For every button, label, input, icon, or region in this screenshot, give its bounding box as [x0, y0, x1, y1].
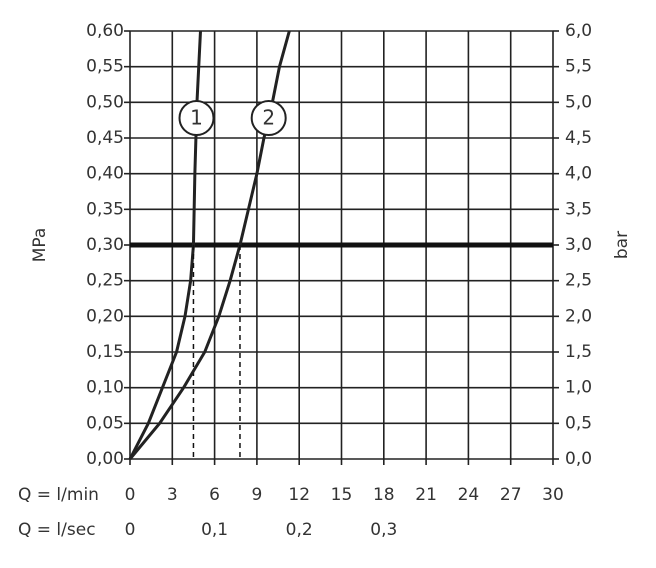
y2-axis-label: bar — [612, 231, 632, 259]
y-tick-label: 0,55 — [86, 57, 124, 77]
y-tick-label: 0,50 — [86, 92, 124, 112]
y2-tick-label: 4,5 — [565, 128, 592, 148]
y-tick-label: 0,35 — [86, 199, 124, 219]
x2-tick-label: 0,3 — [370, 520, 397, 540]
x2-tick-label: 0,2 — [286, 520, 313, 540]
x-axis-label: Q = l/min — [18, 485, 99, 505]
series-label-circle — [178, 100, 215, 136]
x2-axis-label: Q = l/sec — [18, 520, 96, 540]
y-tick-label: 0,10 — [86, 378, 124, 398]
y-tick-label: 0,15 — [86, 342, 124, 362]
x-tick-label: 12 — [288, 485, 310, 505]
y2-tick-label: 6,0 — [565, 21, 592, 41]
y2-tick-label: 5,0 — [565, 92, 592, 112]
y-tick-label: 0,45 — [86, 128, 124, 148]
x-tick-label: 24 — [458, 485, 480, 505]
y2-tick-label: 2,0 — [565, 306, 592, 326]
y2-tick-label: 2,5 — [565, 271, 592, 291]
x-tick-label: 15 — [331, 485, 353, 505]
y-tick-label: 0,60 — [86, 21, 124, 41]
y2-tick-label: 3,5 — [565, 199, 592, 219]
y-tick-label: 0,20 — [86, 306, 124, 326]
x-tick-label: 6 — [209, 485, 220, 505]
x2-tick-label: 0 — [125, 520, 136, 540]
y2-tick-label: 5,5 — [565, 57, 592, 77]
y2-tick-label: 4,0 — [565, 164, 592, 184]
y2-tick-label: 0,0 — [565, 449, 592, 469]
x-tick-label: 30 — [542, 485, 564, 505]
series-label: 1 — [190, 106, 203, 130]
series-label: 2 — [262, 106, 275, 130]
y-tick-label: 0,25 — [86, 271, 124, 291]
y2-tick-label: 0,5 — [565, 413, 592, 433]
series-label-circle — [250, 100, 287, 136]
series-line — [128, 30, 202, 460]
x-tick-label: 21 — [415, 485, 437, 505]
y-axis-label: MPa — [30, 228, 50, 263]
y-tick-label: 0,30 — [86, 235, 124, 255]
y-tick-label: 0,40 — [86, 164, 124, 184]
y2-tick-label: 1,5 — [565, 342, 592, 362]
x-tick-label: 27 — [500, 485, 522, 505]
x-tick-label: 9 — [251, 485, 262, 505]
x-tick-label: 18 — [373, 485, 395, 505]
y-tick-label: 0,05 — [86, 413, 124, 433]
x-tick-label: 0 — [125, 485, 136, 505]
y-tick-label: 0,00 — [86, 449, 124, 469]
y2-tick-label: 1,0 — [565, 378, 592, 398]
y2-tick-label: 3,0 — [565, 235, 592, 255]
x-tick-label: 3 — [167, 485, 178, 505]
x2-tick-label: 0,1 — [201, 520, 228, 540]
